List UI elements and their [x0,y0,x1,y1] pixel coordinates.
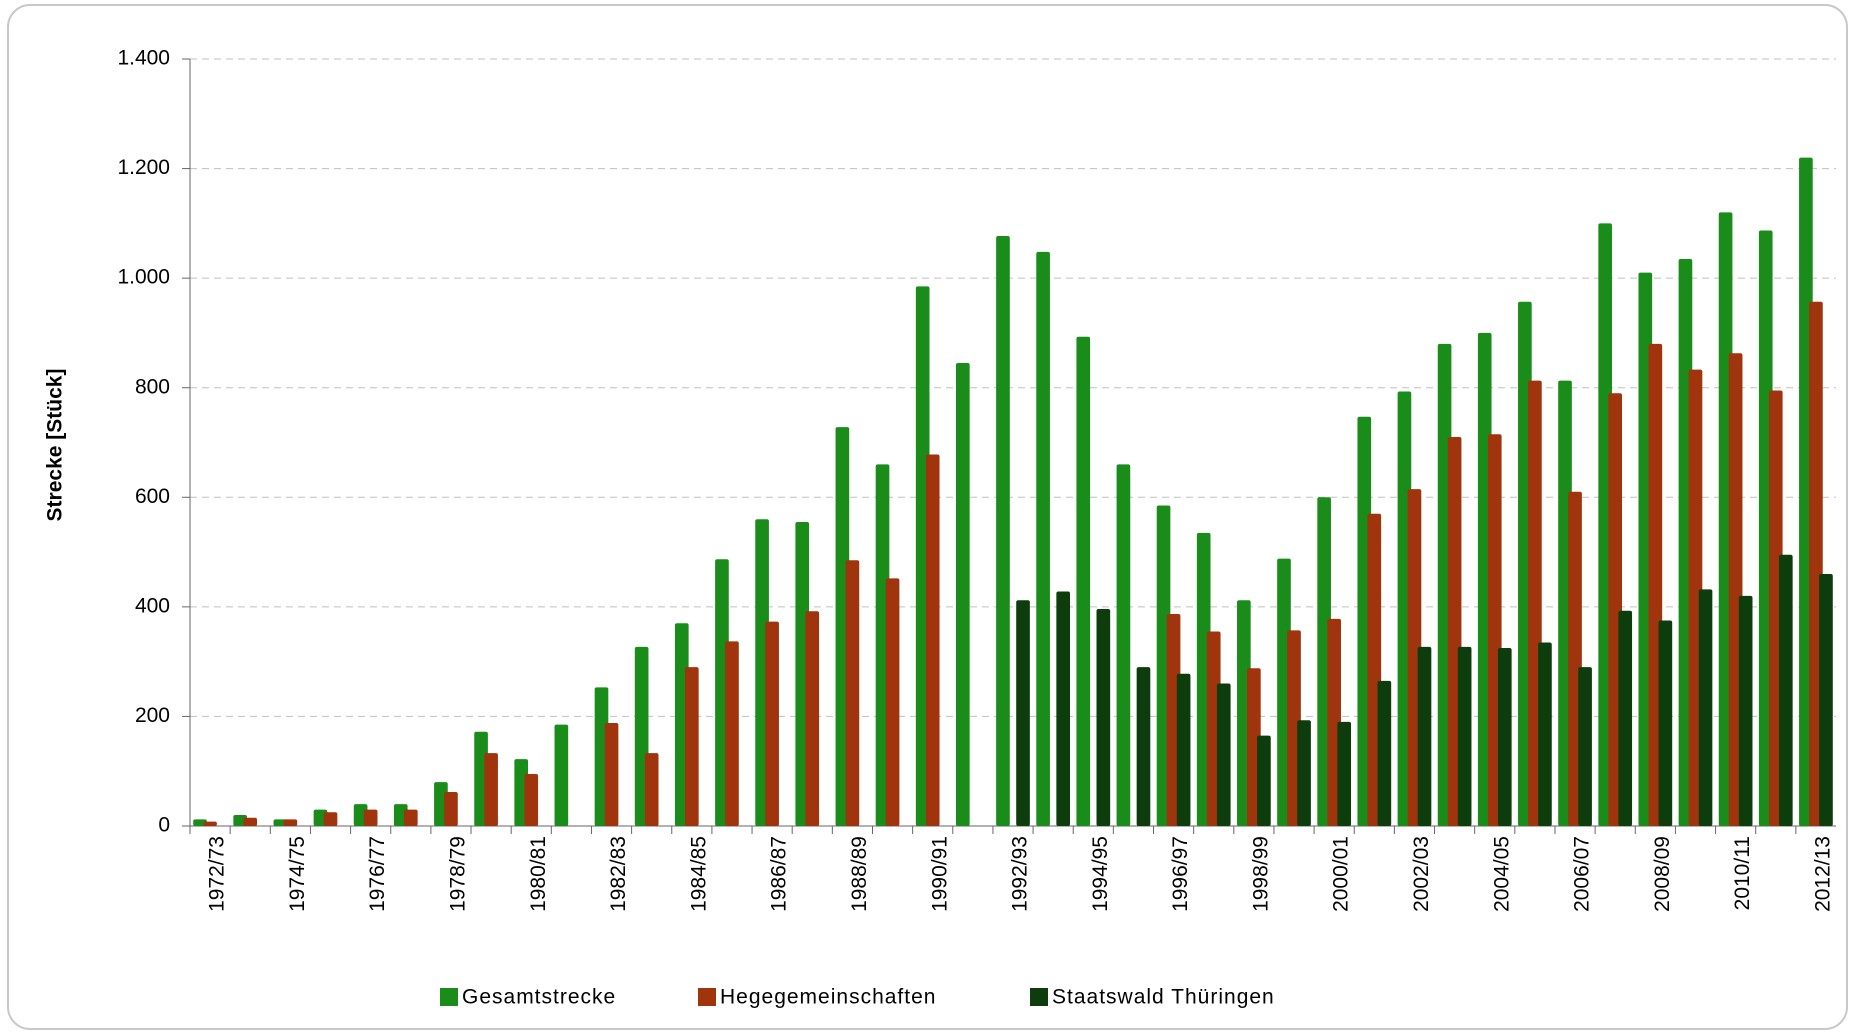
y-tick-label: 1.200 [117,156,170,179]
bar [845,560,860,826]
y-tick-label: 800 [135,375,170,398]
x-tick-label: 1988/89 [848,836,871,912]
y-tick-label: 600 [135,485,170,508]
x-tick-label: 2000/01 [1330,836,1353,912]
bar [1257,735,1271,826]
x-tick-label: 1982/83 [607,836,630,912]
bar [1698,589,1713,826]
bar [955,363,970,826]
legend-label: Gesamtstrecke [462,986,616,1009]
bar [725,641,739,826]
x-tick-label: 1980/81 [527,836,550,912]
bar [1096,609,1111,826]
bar [484,753,498,826]
x-tick-label: 2010/11 [1731,836,1754,910]
bar [1618,610,1633,826]
bar [554,724,569,826]
bar [283,819,298,826]
x-tick-label: 1992/93 [1009,836,1032,912]
y-tick-label: 1.400 [117,47,170,70]
bar [1778,554,1793,826]
x-tick-label: 2002/03 [1410,836,1433,912]
x-tick-label: 1976/77 [366,836,389,912]
bar [363,809,378,826]
bar [323,812,338,826]
bar [403,809,418,826]
x-tick-label: 1998/99 [1249,836,1272,912]
x-tick-label: 2004/05 [1490,836,1513,912]
bar [1377,680,1392,826]
bar [1457,646,1472,826]
y-tick-label: 0 [158,814,170,837]
legend-label: Hegegemeinschaften [720,986,936,1009]
bar [685,667,699,826]
y-axis-label: Strecke [Stück] [44,369,67,522]
bar [1658,620,1673,826]
x-tick-label: 1974/75 [286,836,309,912]
x-tick-label: 1990/91 [928,836,951,912]
x-tick-label: 2012/13 [1811,836,1834,912]
bar [1056,591,1071,826]
bar [1819,573,1833,826]
bar [1076,336,1091,826]
bar [1578,667,1592,826]
bar [1417,646,1432,826]
x-tick-label: 2006/07 [1571,836,1594,912]
y-tick-label: 200 [135,704,170,727]
bar [1136,667,1151,826]
bar [1216,683,1231,826]
bar [444,792,458,826]
bar [1016,600,1030,826]
bar [1116,464,1131,826]
bar [604,723,619,826]
x-tick-label: 1986/87 [768,836,791,912]
bar [1738,595,1753,826]
bar [1497,647,1512,826]
x-tick-label: 1972/73 [206,836,229,912]
bar [243,817,258,826]
bar [1538,642,1552,826]
legend-swatch [1030,988,1048,1006]
bar [1036,251,1050,827]
bar [1337,721,1352,826]
bar [765,621,779,826]
x-tick-label: 1994/95 [1089,836,1112,912]
bar [1297,720,1311,826]
x-tick-label: 1984/85 [687,836,710,912]
bar [805,611,820,826]
y-tick-label: 1.000 [117,266,170,289]
bar [203,821,217,826]
legend-swatch [698,988,716,1006]
y-tick-label: 400 [135,594,170,617]
legend-swatch [440,988,458,1006]
x-tick-label: 1978/79 [446,836,469,912]
bar [1176,673,1191,826]
bar [885,578,900,826]
bar [996,235,1010,826]
bar [524,773,539,826]
bar [925,454,940,826]
legend-label: Staatswald Thüringen [1052,986,1275,1009]
x-tick-label: 1996/97 [1169,836,1192,912]
x-tick-label: 2008/09 [1651,836,1674,912]
bar [644,753,659,826]
